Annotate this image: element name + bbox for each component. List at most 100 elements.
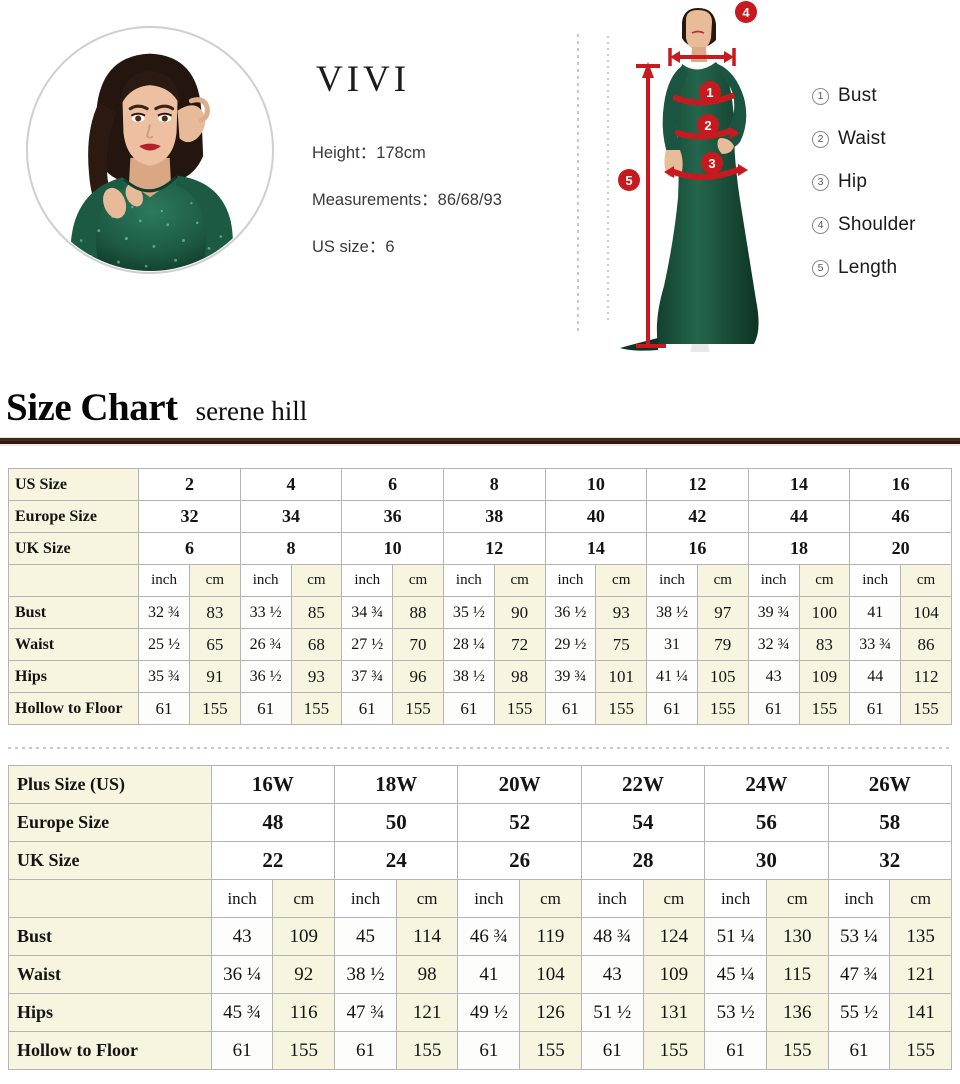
table-row: US Size 2 4 6 8 10 12 14 16	[7, 468, 952, 501]
unit-header-cm: cm	[519, 879, 582, 918]
measurement-cell-cm: 98	[493, 660, 546, 693]
size-value-cell: 24	[334, 841, 459, 880]
measurement-cell-cm: 155	[519, 1031, 582, 1070]
measurement-cell-cm: 155	[642, 1031, 706, 1070]
model-stat-height-label: Height：	[312, 144, 377, 162]
measurement-cell-inch: 44	[849, 660, 902, 693]
table-row: Waist 36 ¼ 92 38 ½ 98 41 104 43 109 45 ¼ 115 47 ¾ 12…	[8, 955, 952, 994]
measurement-cell-inch: 47 ¾	[827, 955, 891, 994]
measurement-cell-inch: 38 ½	[442, 660, 495, 693]
legend-number-2-icon: 2	[812, 130, 829, 148]
model-stat-measurements: Measurements：86/68/93	[312, 186, 562, 210]
measurement-cell-inch: 53 ¼	[827, 917, 891, 956]
row-header-label: UK Size	[8, 841, 212, 880]
size-value-cell: 18W	[334, 765, 459, 804]
legend-label-bust: Bust	[838, 85, 877, 106]
size-value-cell: 8	[239, 532, 343, 565]
measurement-cell-inch: 49 ½	[457, 993, 521, 1032]
marker-badge-5: 5	[618, 169, 640, 191]
measurement-cell-cm: 109	[642, 955, 706, 994]
measurement-cell-cm: 72	[493, 628, 546, 661]
vertical-dotted-divider	[577, 34, 579, 334]
legend-item-bust: 1 Bust	[812, 84, 952, 108]
measurement-cell-inch: 46 ¾	[457, 917, 521, 956]
unit-header-cm: cm	[765, 879, 829, 918]
measurement-cell-cm: 155	[765, 1031, 829, 1070]
measurement-cell-cm: 86	[900, 628, 952, 661]
measurement-cell-cm: 97	[696, 596, 749, 629]
measurement-cell-cm: 93	[290, 660, 343, 693]
table-row: Hips 45 ¾ 116 47 ¾ 121 49 ½ 126 51 ½ 131 53 ½ 136 5…	[8, 993, 952, 1032]
unit-header-inch: inch	[849, 564, 902, 597]
size-value-cell: 46	[849, 500, 952, 533]
measurement-cell-inch: 35 ¾	[138, 660, 190, 693]
model-portrait-photo	[26, 26, 274, 274]
measurement-cell-cm: 112	[900, 660, 952, 693]
unit-header-cm: cm	[595, 564, 648, 597]
svg-text:2: 2	[704, 118, 711, 133]
unit-header-inch: inch	[442, 564, 495, 597]
measurement-cell-cm: 68	[290, 628, 343, 661]
unit-header-cm: cm	[395, 879, 459, 918]
size-value-cell: 54	[580, 803, 706, 842]
measurement-cell-inch: 61	[827, 1031, 891, 1070]
measurement-cell-inch: 47 ¾	[334, 993, 397, 1032]
title-divider-bar	[0, 437, 960, 446]
model-header-section: VIVI Height：178cm Measurements：86/68/93 …	[0, 0, 960, 372]
table-row: Hollow to Floor 61 155 61 155 61 155 61 155 61 155…	[7, 692, 952, 725]
size-value-cell: 26	[457, 841, 582, 880]
measurement-cell-cm: 75	[595, 628, 648, 661]
table-row: Plus Size (US) 16W 18W 20W 22W 24W 26W	[8, 765, 953, 804]
measurement-row-label: Bust	[8, 917, 212, 956]
unit-header-inch: inch	[341, 564, 394, 597]
size-value-cell: 44	[747, 500, 851, 533]
measurement-cell-cm: 93	[595, 596, 648, 629]
unit-header-inch: inch	[210, 879, 274, 918]
model-stat-us-size-value: 6	[385, 238, 395, 256]
model-stat-height-value: 178cm	[376, 144, 426, 162]
unit-header-cm: cm	[900, 564, 952, 597]
table-row: Bust 32 ¾ 83 33 ½ 85 34 ¾ 88 35 ½ 90 36 ½ 93 38 ½ 97…	[7, 596, 952, 629]
size-value-cell: 48	[210, 803, 336, 842]
size-value-cell: 20	[849, 532, 952, 565]
measurement-cell-cm: 131	[642, 993, 706, 1032]
measurement-cell-cm: 104	[519, 955, 582, 994]
measurement-cell-inch: 31	[646, 628, 698, 661]
measurement-cell-inch: 38 ½	[334, 955, 397, 994]
measurement-cell-cm: 121	[889, 955, 952, 994]
tables-dotted-divider	[8, 747, 952, 749]
measurement-cell-inch: 61	[457, 1031, 521, 1070]
measurement-cell-cm: 101	[595, 660, 648, 693]
size-value-cell: 30	[704, 841, 829, 880]
measurement-cell-inch: 36 ½	[239, 660, 292, 693]
size-value-cell: 8	[442, 468, 546, 501]
measurement-cell-inch: 61	[341, 692, 394, 725]
measurement-cell-inch: 25 ½	[138, 628, 190, 661]
measurement-row-label: Hips	[8, 993, 212, 1032]
unit-header-inch: inch	[334, 879, 397, 918]
measurement-cell-cm: 124	[642, 917, 706, 956]
measurement-cell-cm: 141	[889, 993, 952, 1032]
measurement-cell-inch: 41	[849, 596, 902, 629]
size-value-cell: 10	[544, 468, 648, 501]
measurement-cell-inch: 61	[334, 1031, 397, 1070]
size-value-cell: 16	[849, 468, 952, 501]
marker-badge-4: 4	[735, 1, 757, 23]
measurement-cell-inch: 41	[457, 955, 521, 994]
row-header-label: US Size	[7, 468, 140, 501]
legend-number-5-icon: 5	[812, 259, 829, 277]
measurement-cell-cm: 79	[696, 628, 749, 661]
measurement-cell-inch: 38 ½	[646, 596, 698, 629]
svg-text:3: 3	[708, 156, 715, 171]
measurement-row-label: Waist	[7, 628, 140, 661]
measurement-cell-inch: 43	[580, 955, 644, 994]
size-value-cell: 38	[442, 500, 546, 533]
size-value-cell: 58	[827, 803, 953, 842]
measurement-cell-cm: 100	[798, 596, 851, 629]
model-portrait-illustration	[28, 28, 272, 272]
measurement-cell-inch: 39 ¾	[544, 660, 597, 693]
table-row: UK Size 6 8 10 12 14 16 18 20	[7, 532, 952, 565]
measurement-cell-inch: 61	[580, 1031, 644, 1070]
